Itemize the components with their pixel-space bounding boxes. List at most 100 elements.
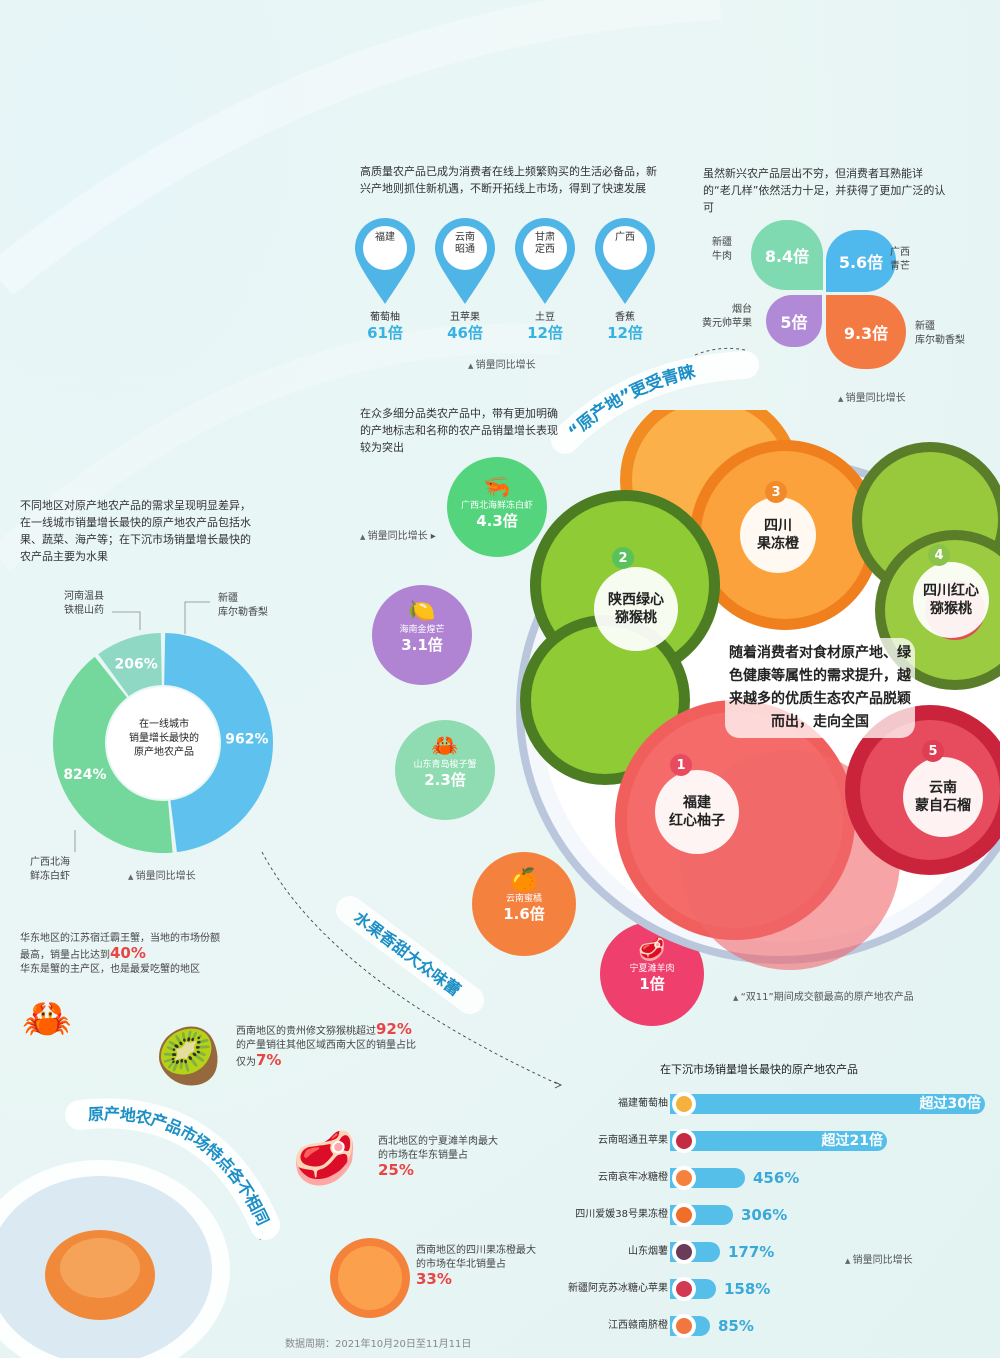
bar-category-label: 四川爱媛38号果冻橙	[575, 1209, 668, 1220]
pin-place: 甘肃 定西	[535, 232, 555, 255]
bubbles-note: 销量同比增长 ▸	[360, 527, 436, 542]
fact-lamb: 西北地区的宁夏滩羊肉最大的市场在华东销量占25%	[378, 1136, 498, 1179]
pin-value: 46倍	[447, 324, 483, 342]
mango-icon: 🍋	[408, 599, 436, 624]
petal-label-pear: 新疆 库尔勒香梨	[915, 321, 965, 346]
bubble-crab-label: 山东青岛梭子蟹	[413, 760, 477, 770]
pin-product: 丑苹果	[450, 312, 480, 323]
bar-category-label: 山东烟薯	[628, 1246, 668, 1257]
fruit-icon	[672, 1166, 696, 1190]
donut-label-yam: 河南温县 铁棍山药	[64, 591, 104, 616]
bubble-shrimp-value: 4.3倍	[476, 512, 518, 530]
bar	[670, 1094, 985, 1114]
jelly-orange-icon	[330, 1238, 410, 1318]
bubble-shrimp: 🦐 广西北海鲜冻白虾 4.3倍	[447, 457, 547, 557]
bar-category-label: 新疆阿克苏冰糖心苹果	[568, 1283, 668, 1294]
donut-slice	[98, 633, 162, 697]
crab-plate	[0, 1160, 230, 1358]
fruit-icon	[672, 1314, 696, 1338]
donut-hole	[107, 687, 219, 799]
fruit-num-2: 2	[612, 547, 634, 569]
pin-value: 61倍	[367, 324, 403, 342]
fruit-num-5: 5	[922, 740, 944, 762]
donut-value-label: 206%	[115, 656, 158, 672]
location-pin: 甘肃 定西土豆 12倍	[513, 216, 577, 342]
donut-value-label: 824%	[63, 767, 106, 783]
mid-left-intro: 在众多细分品类农产品中，带有更加明确的产地标志和名称的农产品销量增长表现较为突出	[360, 407, 558, 454]
bubble-crab: 🦀 山东青岛梭子蟹 2.3倍	[395, 720, 495, 820]
pin-icon	[435, 218, 495, 304]
ribbon-sweet: 水果香甜大众味蕾	[336, 896, 484, 1014]
fruit-icon	[672, 1129, 696, 1153]
pin-value: 12倍	[527, 324, 563, 342]
pin-icon	[355, 218, 415, 304]
bubble-mango-label: 海南金煌芒	[399, 625, 445, 635]
pin-product: 香蕉	[615, 312, 635, 323]
bubble-meat-label: 宁夏滩羊肉	[629, 964, 675, 974]
bar-chart-note: 销量同比增长	[845, 1251, 913, 1266]
bar-category-label: 福建葡萄柚	[618, 1098, 668, 1109]
donut-label-shrimp: 广西北海 鲜冻白虾	[30, 857, 70, 882]
bubble-meat-value: 1倍	[639, 975, 665, 993]
bar-category-label: 江西赣南脐橙	[608, 1320, 668, 1331]
bubble-mango-value: 3.1倍	[401, 636, 443, 654]
location-pin: 云南 昭通丑苹果 46倍	[433, 216, 497, 342]
donut-value-label: 962%	[225, 731, 268, 747]
bar	[670, 1131, 887, 1151]
shrimp-icon: 🦐	[483, 475, 511, 500]
fruit-num-1: 1	[670, 754, 692, 776]
petal-yantai-apple: 5倍	[766, 295, 822, 347]
bar-value-label: 158%	[724, 1280, 771, 1298]
plate-center-text: 随着消费者对食材原产地、绿色健康等属性的需求提升，越来越多的优质生态农产品脱颖而…	[725, 638, 915, 738]
petal-label-mango: 广西 青芒	[890, 247, 910, 272]
bubble-orange: 🍊 云南蜜橘 1.6倍	[472, 852, 576, 956]
bubble-orange-value: 1.6倍	[503, 905, 545, 923]
fruit-icon	[672, 1277, 696, 1301]
donut-slice	[164, 633, 273, 853]
crab-icon: 🦀	[22, 996, 72, 1042]
bar-category-label: 云南昭通丑苹果	[598, 1135, 668, 1146]
donut-note: 销量同比增长	[128, 867, 196, 882]
crab-icon: 🦀	[431, 734, 459, 759]
lamb-meat-icon: 🥩	[292, 1129, 357, 1189]
bar-category-label: 云南哀牢冰糖橙	[598, 1172, 668, 1183]
petals-note: 销量同比增长	[838, 389, 906, 404]
fruit-num-4: 4	[928, 544, 950, 566]
pin-place: 云南 昭通	[455, 232, 475, 255]
plate-caption: “双11”期间成交额最高的原产地农产品	[733, 988, 914, 1003]
bubble-crab-value: 2.3倍	[424, 771, 466, 789]
fruit-num-3: 3	[765, 481, 787, 503]
petal-label-beef: 新疆 牛肉	[712, 237, 732, 262]
ribbon-sweet-text: 水果香甜大众味蕾	[350, 908, 464, 1000]
bubble-shrimp-label: 广西北海鲜冻白虾	[460, 501, 533, 511]
orange-icon: 🍊	[510, 868, 538, 893]
top-right-intro: 虽然新兴农产品层出不穷，但消费者耳熟能详的“老几样”依然活力十足，并获得了更加广…	[703, 167, 946, 214]
bubble-orange-label: 云南蜜橘	[505, 894, 542, 904]
pin-icon	[515, 218, 575, 304]
top-center-intro: 高质量农产品已成为消费者在线上频繁购买的生活必备品，新兴产地则抓住新机遇，不断开…	[360, 165, 657, 195]
fruit-label-2: 陕西绿心 猕猴桃	[594, 567, 678, 651]
pin-product: 土豆	[535, 312, 555, 323]
donut-center-label: 在一线城市 销量增长最快的 原产地农产品	[129, 719, 199, 758]
fruit-label-3: 四川 果冻橙	[740, 497, 816, 573]
fruit-icon	[672, 1092, 696, 1116]
bar-value-label: 超过21倍	[821, 1133, 883, 1149]
location-pin: 广西 香蕉 12倍	[593, 216, 657, 342]
petal-guangxi-mango: 5.6倍	[826, 230, 896, 292]
footer-data-period: 数据周期：2021年10月20日至11月11日	[285, 1339, 472, 1350]
svg-text:水果香甜大众味蕾: 水果香甜大众味蕾	[350, 908, 464, 1000]
donut-intro: 不同地区对原产地农产品的需求呈现明显差异，在一线城市销量增长最快的原产地农产品包…	[20, 499, 251, 563]
donut-chart: 962% 824% 206%	[53, 633, 273, 853]
meat-icon: 🥩	[638, 938, 666, 963]
fruit-label-1: 福建 红心柚子	[655, 770, 739, 854]
fruit-label-4: 四川红心 猕猴桃	[913, 562, 989, 638]
bar-value-label: 306%	[741, 1206, 788, 1224]
fruit-label-5: 云南 蒙自石榴	[903, 757, 983, 837]
bar-value-label: 超过30倍	[919, 1096, 981, 1112]
petal-xinjiang-beef: 8.4倍	[751, 220, 823, 290]
fact-orange: 西南地区的四川果冻橙最大的市场在华北销量占33%	[416, 1245, 536, 1288]
bar-value-label: 456%	[753, 1169, 800, 1187]
donut-label-pear: 新疆 库尔勒香梨	[218, 593, 268, 618]
bar-chart-title: 在下沉市场销量增长最快的原产地农产品	[660, 1063, 858, 1076]
